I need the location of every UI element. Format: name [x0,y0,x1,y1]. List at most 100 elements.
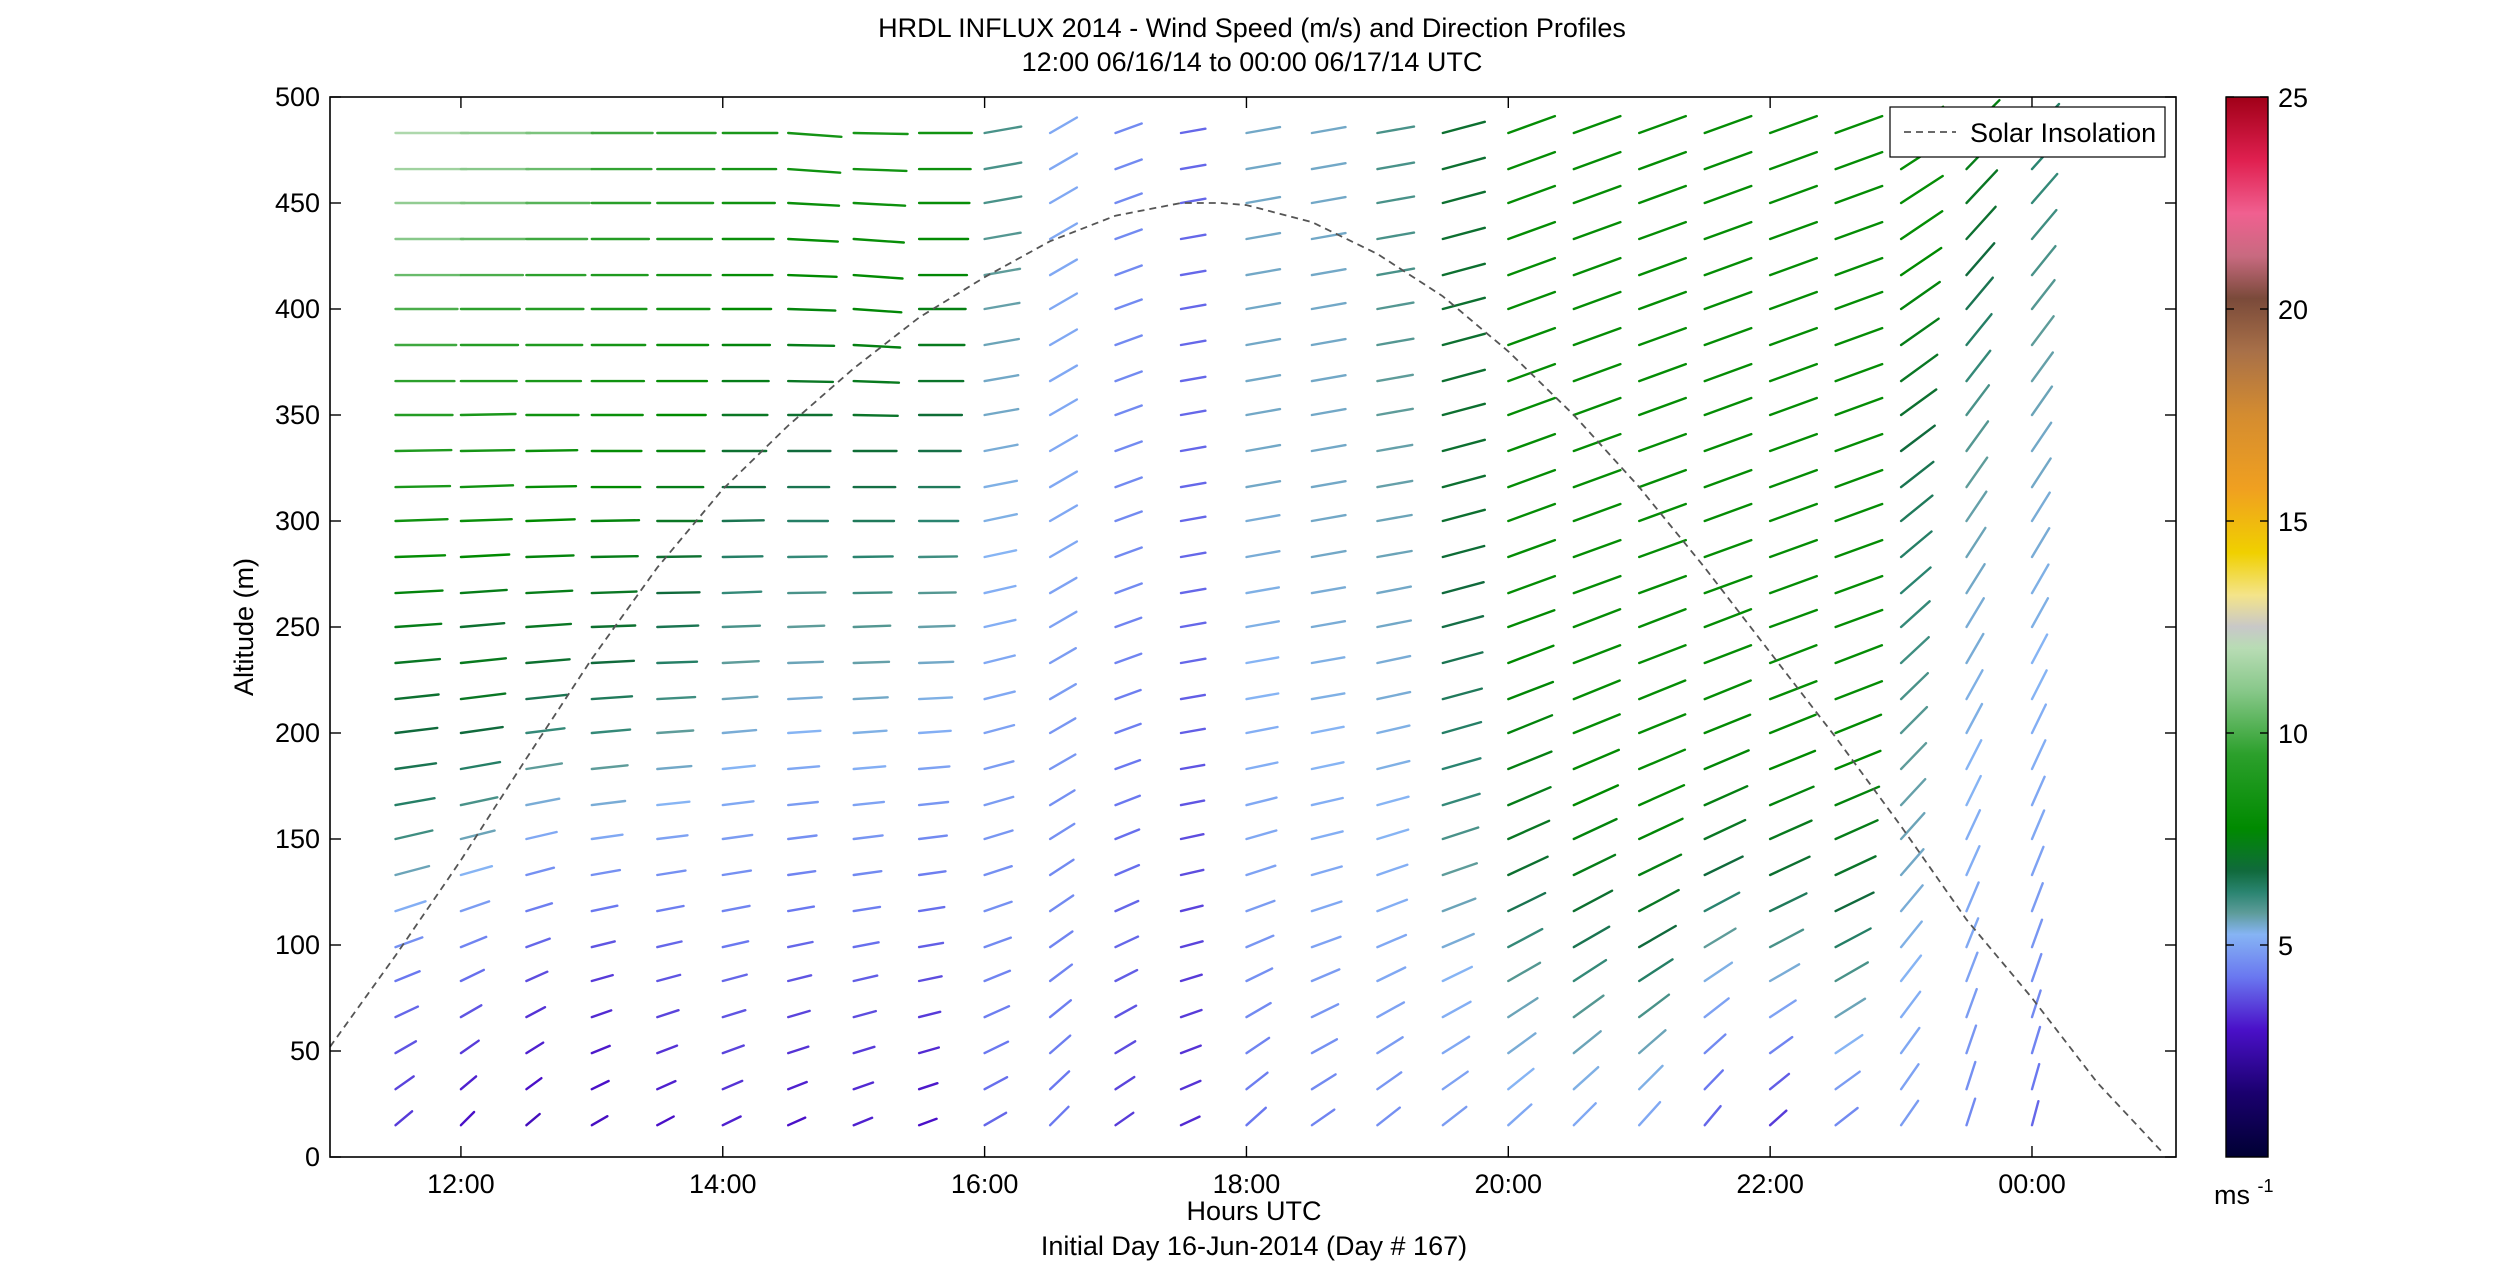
wind-vector [590,1009,613,1019]
wind-vector [1637,608,1687,629]
wind-vector [2030,527,2051,559]
wind-vector [787,800,819,807]
wind-vector [394,1110,414,1127]
wind-vector [1507,1103,1533,1127]
wind-vector [1441,190,1487,205]
wind-vector [1899,1063,1920,1091]
wind-vector [459,692,507,701]
wind-vector [1899,990,1922,1019]
wind-vector [1899,600,1931,629]
wind-vector [1048,610,1078,629]
wind-vector [1441,862,1479,877]
wind-vector [1179,481,1207,489]
wind-vector [459,760,502,771]
wind-vector [1768,1072,1791,1091]
wind-vector [917,941,945,949]
wind-vector [1179,940,1204,949]
wind-vector [1310,586,1347,595]
wind-vector [1114,688,1142,701]
wind-vector [459,935,488,949]
wind-vector [590,764,629,771]
wind-vector [394,829,434,841]
wind-vector [1899,494,1934,523]
x-axis-ticks: 12:00 14:00 16:00 18:00 20:00 22:00 00:00 [427,97,2066,1199]
wind-vector [852,1116,874,1127]
wind-vector [656,695,697,701]
wind-vector [721,590,763,595]
wind-vector [459,796,499,807]
wind-vector [1179,303,1207,311]
wind-vector [2030,244,2057,277]
wind-vector [1768,114,1819,135]
wind-vector [459,657,508,665]
wind-vector [2030,597,2050,629]
wind-vector [2030,633,2049,665]
wind-vector [1376,619,1413,629]
wind-vector [1310,1073,1337,1091]
wind-vector [525,622,573,629]
wind-vector [787,624,826,629]
wind-vector [1703,644,1753,665]
wind-vector [917,834,948,841]
wind-vector [1572,853,1617,877]
wind-vector [1703,679,1752,701]
wind-vector [1637,538,1688,559]
wind-vector [852,237,905,244]
wind-vector [1703,396,1753,417]
wind-vector [1179,269,1207,277]
wind-vector [1048,963,1074,983]
wind-vector [1114,828,1141,841]
wind-vector [394,448,453,453]
wind-vector [1507,819,1551,841]
wind-vector [2030,491,2051,523]
wind-vector [1048,683,1078,701]
wind-vector [1899,742,1928,771]
wind-vector [1637,958,1674,983]
wind-vector [1114,264,1143,277]
wind-vector [1441,615,1485,629]
wind-vector [983,584,1017,595]
wind-vector [1899,174,1944,205]
wind-vector [1245,125,1282,135]
wind-vector [1441,402,1487,417]
wind-vector [1114,935,1140,949]
wind-vector [787,1009,811,1019]
wind-vector [1572,396,1622,417]
footer-text: Initial Day 16-Jun-2014 (Day # 167) [1041,1231,1467,1261]
wind-vector [983,795,1015,807]
wind-vector [917,660,955,665]
wind-vector [590,659,636,665]
wind-vector [1965,702,1984,735]
wind-vector [1114,158,1143,171]
wind-vector [590,590,638,595]
wind-vector [1965,313,1993,347]
wind-vector [983,479,1019,489]
wind-vector [1899,920,1923,949]
wind-vector [525,658,571,665]
wind-vector [394,554,447,559]
wind-vector [1834,502,1884,523]
wind-vector [1376,373,1415,383]
wind-vector [852,343,902,349]
wind-vector [1834,713,1883,735]
wind-vector [1637,924,1677,949]
wind-vector [656,800,691,807]
wind-vector [1376,690,1412,701]
wind-vector [983,231,1022,241]
wind-vector [1114,510,1143,523]
wind-vector [1048,434,1079,453]
wind-vector [917,1046,940,1055]
wind-vector [2030,172,2059,205]
wind-vector [983,443,1019,453]
y-axis-ticks: 0 50 100 150 200 250 300 350 400 450 500 [275,82,2176,1172]
wind-vector [1834,432,1884,453]
colorbar-unit-exponent: -1 [2258,1176,2274,1196]
wind-vector [1376,1036,1404,1055]
wind-vector [1310,865,1343,877]
wind-vector [1703,184,1753,205]
wind-vector [459,412,517,417]
wind-vector [787,765,821,771]
wind-vector [1899,848,1925,877]
wind-vector [983,337,1020,347]
wind-vector [656,940,683,949]
